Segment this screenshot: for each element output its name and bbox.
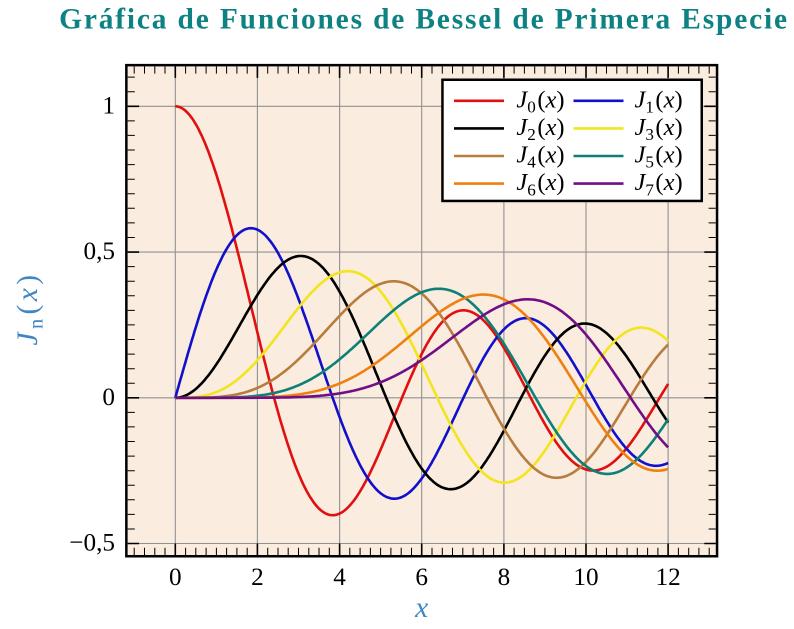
svg-text:J0(x): J0(x) [516, 86, 564, 116]
svg-text:4: 4 [333, 564, 346, 591]
svg-text:6: 6 [415, 564, 428, 591]
svg-text:10: 10 [573, 564, 598, 591]
svg-text:2: 2 [251, 564, 264, 591]
svg-text:Jn(x): Jn(x) [12, 271, 48, 345]
svg-text:J4(x): J4(x) [516, 142, 564, 172]
svg-text:J6(x): J6(x) [516, 169, 564, 199]
svg-text:0,5: 0,5 [84, 238, 115, 265]
svg-text:−0,5: −0,5 [69, 530, 115, 557]
svg-text:1: 1 [102, 92, 115, 119]
svg-text:J1(x): J1(x) [635, 86, 683, 116]
svg-text:J5(x): J5(x) [635, 142, 683, 172]
svg-text:0: 0 [102, 384, 115, 411]
svg-text:12: 12 [656, 564, 681, 591]
svg-text:J2(x): J2(x) [516, 114, 564, 144]
svg-text:J7(x): J7(x) [635, 169, 683, 199]
svg-text:8: 8 [498, 564, 511, 591]
svg-text:0: 0 [169, 564, 182, 591]
svg-text:Gráfica de Funciones de Bessel: Gráfica de Funciones de Bessel de Primer… [59, 4, 789, 36]
svg-text:x: x [414, 592, 428, 624]
svg-text:J3(x): J3(x) [635, 114, 683, 144]
